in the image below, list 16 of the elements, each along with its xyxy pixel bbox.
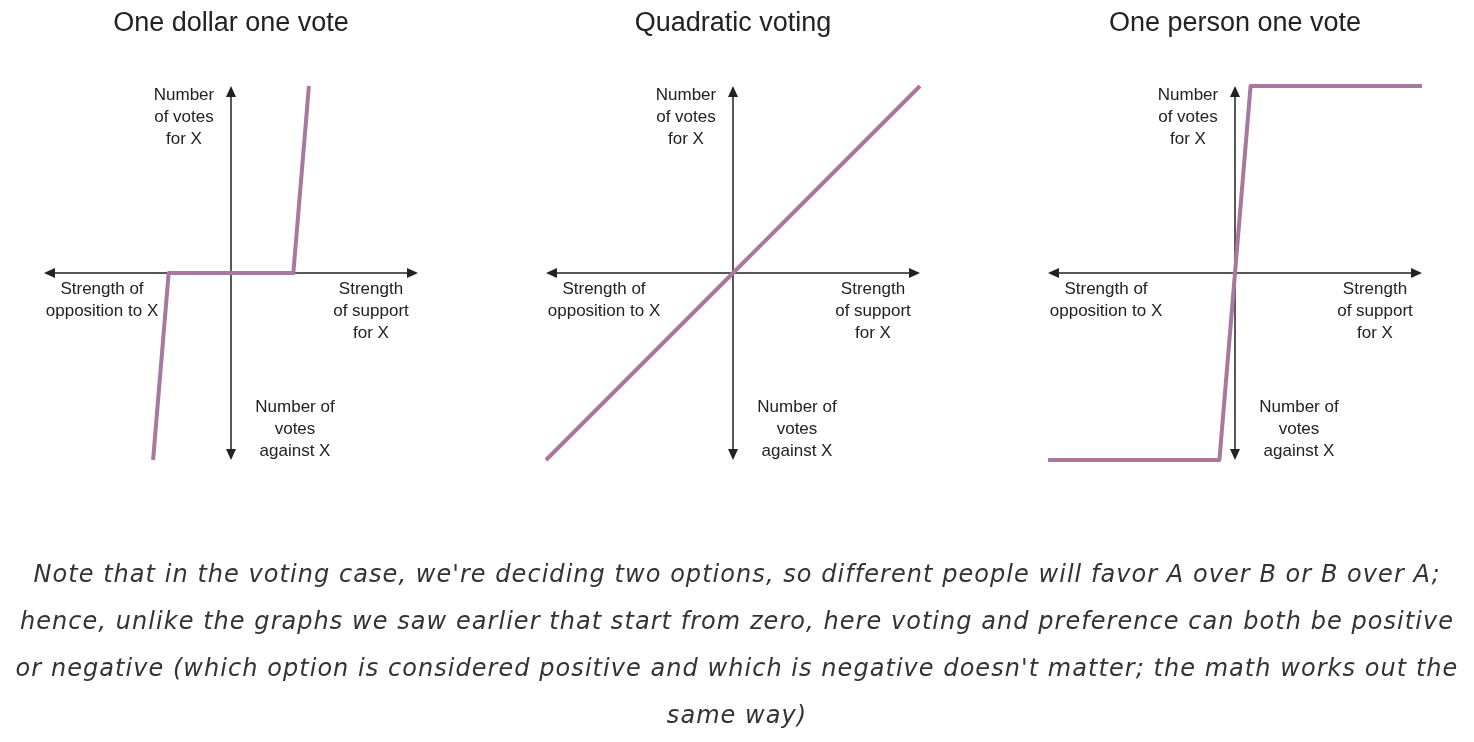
annotation: Strength of opposition to X <box>1048 278 1164 322</box>
chart-title: One dollar one vote <box>113 7 349 38</box>
annotation: Strength of opposition to X <box>44 278 160 322</box>
text: Note that in the voting case, we're deciding two options, so different people will favor A over B or B over A; hence, unlike the graphs we saw earlier that start from zero, here voting and preference can both be positive or negative (which option is considered positive and which is negative doesn't matter; the math works out the same way) <box>14 559 1460 731</box>
y-axis-title: Number of votes for X <box>152 84 216 150</box>
x-axis-title: Strength of support for X <box>332 278 410 344</box>
annotation: Number of votes against X <box>1258 396 1340 462</box>
annotation: Strength of opposition to X <box>546 278 662 322</box>
y-axis-title: Number of votes for X <box>1156 84 1220 150</box>
x-axis-title: Strength of support for X <box>1336 278 1414 344</box>
chart-title: One person one vote <box>1108 7 1362 38</box>
annotation: Number of votes against X <box>254 396 336 462</box>
chart-title: Quadratic voting <box>634 7 832 38</box>
x-axis-title: Strength of support for X <box>834 278 912 344</box>
y-axis-title: Number of votes for X <box>654 84 718 150</box>
annotation: Number of votes against X <box>756 396 838 462</box>
